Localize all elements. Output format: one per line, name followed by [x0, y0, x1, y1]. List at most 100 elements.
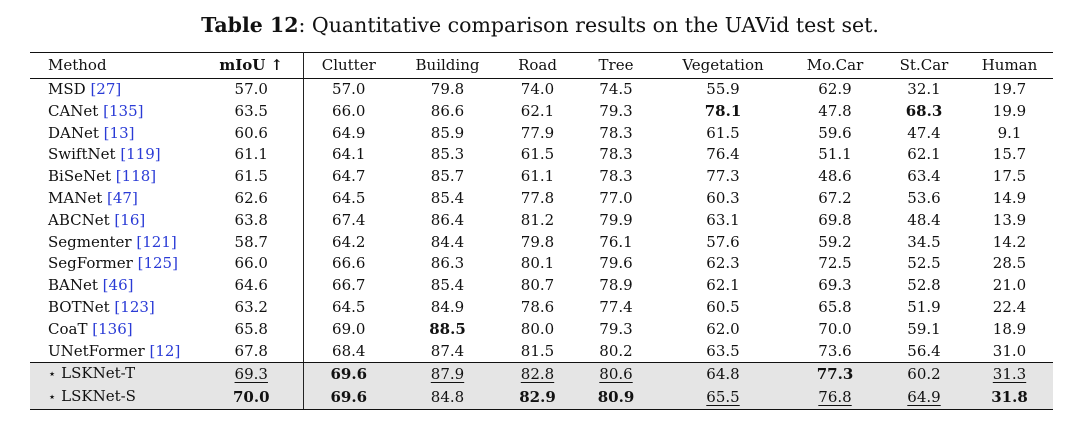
method-cell: ⋆ LSKNet-T — [30, 362, 200, 387]
class-iou-cell: 31.3 — [966, 362, 1053, 387]
table-row: MANet [47] 62.6 64.5 85.4 77.8 77.0 60.3 67.2 53… — [30, 187, 1053, 210]
citation-link[interactable]: [118] — [115, 167, 157, 186]
class-iou-cell: 73.6 — [788, 340, 882, 364]
table-row: BANet [46] 64.6 66.7 85.4 80.7 78.9 62.1 69.3 52… — [30, 275, 1053, 297]
class-iou-cell: 61.1 — [501, 166, 574, 188]
class-iou-cell: 62.1 — [882, 144, 966, 166]
miou-cell: 58.7 — [200, 231, 304, 254]
class-iou-cell: 47.4 — [882, 123, 966, 145]
class-iou-cell: 77.0 — [574, 188, 658, 210]
citation-link[interactable]: [125] — [137, 254, 178, 273]
star-icon: ⋆ — [48, 367, 57, 383]
cell-value: 64.5 — [332, 188, 366, 207]
cell-value: 63.1 — [706, 210, 740, 229]
class-iou-cell: 59.6 — [788, 123, 882, 145]
class-iou-cell: 15.7 — [966, 144, 1053, 166]
cell-value: 48.4 — [907, 210, 941, 229]
cell-value: 63.2 — [234, 297, 268, 316]
table-row: DANet [13] 60.6 64.9 85.9 77.9 78.3 61.5 59.6 47… — [30, 122, 1053, 145]
cell-value: 63.5 — [234, 101, 268, 120]
citation-link[interactable]: [123] — [114, 297, 155, 316]
cell-value: 70.0 — [232, 387, 270, 406]
class-iou-cell: 82.8 — [501, 362, 574, 387]
class-iou-cell: 64.8 — [658, 362, 788, 387]
class-iou-cell: 61.5 — [658, 123, 788, 145]
class-iou-cell: 60.2 — [882, 362, 966, 387]
cell-value: 69.3 — [818, 276, 852, 295]
class-iou-cell: 48.6 — [788, 166, 882, 188]
class-iou-cell: 28.5 — [966, 253, 1053, 275]
cell-value: 65.8 — [818, 297, 852, 316]
class-iou-cell: 77.9 — [501, 123, 574, 145]
cell-value: 64.2 — [332, 232, 366, 251]
citation-link[interactable]: [46] — [102, 276, 134, 295]
method-name: BANet — [48, 276, 98, 295]
cell-value: 31.8 — [991, 387, 1028, 406]
cell-value: 85.9 — [430, 123, 465, 142]
class-iou-cell: 80.9 — [574, 386, 658, 410]
class-iou-cell: 87.4 — [394, 340, 501, 364]
method-name: LSKNet-S — [61, 387, 136, 406]
column-header: Road — [501, 52, 574, 79]
method-name: CANet — [48, 101, 99, 120]
class-iou-cell: 77.3 — [658, 166, 788, 188]
class-iou-cell: 31.8 — [966, 386, 1053, 410]
class-iou-cell: 76.8 — [788, 386, 882, 410]
class-iou-cell: 34.5 — [882, 232, 966, 254]
cell-value: 79.9 — [599, 210, 633, 229]
miou-cell: 63.2 — [200, 296, 304, 319]
cell-value: 76.4 — [706, 145, 740, 164]
class-iou-cell: 79.3 — [574, 101, 658, 123]
cell-value: 60.3 — [706, 188, 740, 207]
miou-cell: 69.3 — [200, 362, 304, 387]
cell-value: 52.5 — [907, 254, 941, 273]
class-iou-cell: 60.5 — [658, 297, 788, 319]
class-iou-cell: 78.9 — [574, 275, 658, 297]
cell-value: 64.9 — [332, 123, 366, 142]
cell-value: 64.6 — [234, 276, 268, 295]
class-iou-cell: 66.6 — [303, 253, 394, 275]
method-cell: ABCNet [16] — [30, 210, 200, 232]
cell-value: 87.4 — [430, 341, 465, 360]
cell-value: 58.7 — [234, 232, 268, 251]
cell-value: 79.6 — [599, 254, 633, 273]
miou-cell: 65.8 — [200, 318, 304, 341]
cell-value: 81.2 — [520, 210, 555, 229]
column-header: Vegetation — [658, 52, 788, 79]
cell-value: 64.5 — [332, 297, 366, 316]
class-iou-cell: 79.8 — [394, 79, 501, 101]
cell-value: 79.3 — [599, 101, 633, 120]
cell-value: 19.9 — [992, 101, 1027, 120]
class-iou-cell: 77.3 — [788, 362, 882, 387]
citation-link[interactable]: [136] — [92, 319, 133, 338]
class-iou-cell: 70.0 — [788, 319, 882, 341]
cell-value: 85.3 — [430, 145, 465, 164]
method-name: CoaT — [48, 319, 88, 338]
cell-value: 68.4 — [332, 341, 366, 360]
cell-value: 79.8 — [430, 80, 465, 98]
citation-link[interactable]: [16] — [114, 210, 146, 229]
miou-cell: 60.6 — [200, 122, 304, 145]
class-iou-cell: 81.5 — [501, 340, 574, 364]
cell-value: 84.9 — [430, 297, 465, 316]
cell-value: 86.4 — [430, 210, 465, 229]
cell-value: 78.3 — [599, 145, 633, 164]
cell-value: 57.6 — [706, 232, 740, 251]
citation-link[interactable]: [13] — [103, 123, 135, 142]
cell-value: 62.9 — [818, 80, 852, 98]
citation-link[interactable]: [121] — [136, 232, 177, 251]
cell-value: 78.3 — [599, 123, 633, 142]
citation-link[interactable]: [135] — [103, 101, 144, 120]
cell-value: 52.8 — [907, 276, 941, 295]
class-iou-cell: 18.9 — [966, 319, 1053, 341]
citation-link[interactable]: [47] — [107, 188, 138, 207]
cell-value: 62.1 — [706, 276, 740, 295]
class-iou-cell: 78.3 — [574, 144, 658, 166]
cell-value: 14.9 — [992, 188, 1027, 207]
class-iou-cell: 74.5 — [574, 79, 658, 101]
citation-link[interactable]: [27] — [90, 80, 122, 98]
citation-link[interactable]: [12] — [149, 341, 181, 360]
column-header: St.Car — [882, 52, 966, 79]
citation-link[interactable]: [119] — [120, 145, 161, 164]
cell-value: 61.1 — [520, 167, 555, 186]
